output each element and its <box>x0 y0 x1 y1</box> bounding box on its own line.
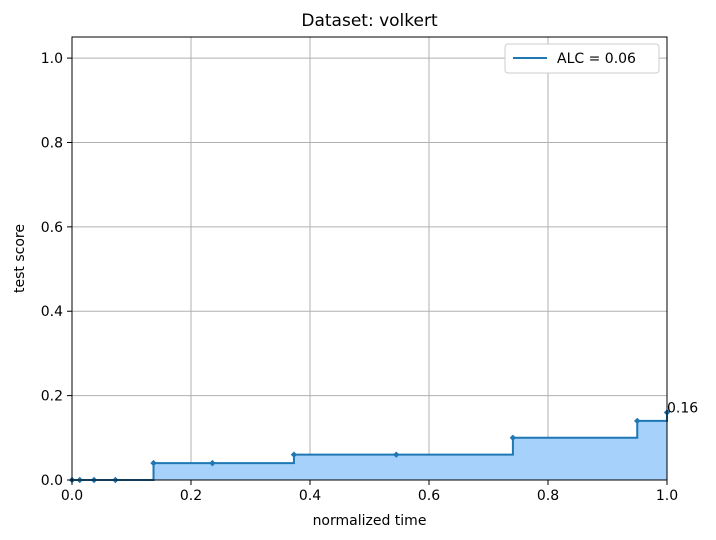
x-tick-label: 1.0 <box>656 488 678 504</box>
data-point-marker <box>393 451 400 458</box>
y-axis-ticks: 0.0 0.2 0.4 0.6 0.8 1.0 <box>41 51 72 489</box>
y-tick-label: 0.0 <box>41 473 63 489</box>
x-axis-label: normalized time <box>313 513 427 529</box>
y-tick-label: 0.8 <box>41 135 63 151</box>
data-point-marker <box>634 417 641 425</box>
legend-box <box>504 43 660 74</box>
x-tick-label: 0.8 <box>537 488 559 504</box>
x-tick-label: 0.6 <box>418 488 440 504</box>
plot-frame <box>71 36 668 481</box>
legend-label: ALC = 0.06 <box>557 51 636 67</box>
y-tick-label: 0.4 <box>41 304 63 320</box>
grid <box>71 37 668 481</box>
data-point-marker <box>150 459 157 467</box>
data-point-marker <box>209 459 216 467</box>
x-tick-label: 0.2 <box>180 488 202 504</box>
annotation-layer: 0.16 <box>667 400 698 416</box>
y-tick-label: 1.0 <box>41 51 63 67</box>
legend: ALC = 0.06 <box>504 43 660 74</box>
y-axis-label: test score <box>12 224 28 293</box>
data-point-marker <box>290 451 298 458</box>
y-tick-label: 0.2 <box>41 389 63 405</box>
x-axis-ticks: 0.0 0.2 0.4 0.6 0.8 1.0 <box>61 480 678 504</box>
x-tick-label: 0.0 <box>61 488 83 504</box>
chart-title: Dataset: volkert <box>301 11 438 31</box>
data-label: 0.16 <box>667 400 698 416</box>
x-tick-label: 0.4 <box>299 488 321 504</box>
data-point-marker <box>509 434 517 442</box>
y-tick-label: 0.6 <box>41 220 63 236</box>
